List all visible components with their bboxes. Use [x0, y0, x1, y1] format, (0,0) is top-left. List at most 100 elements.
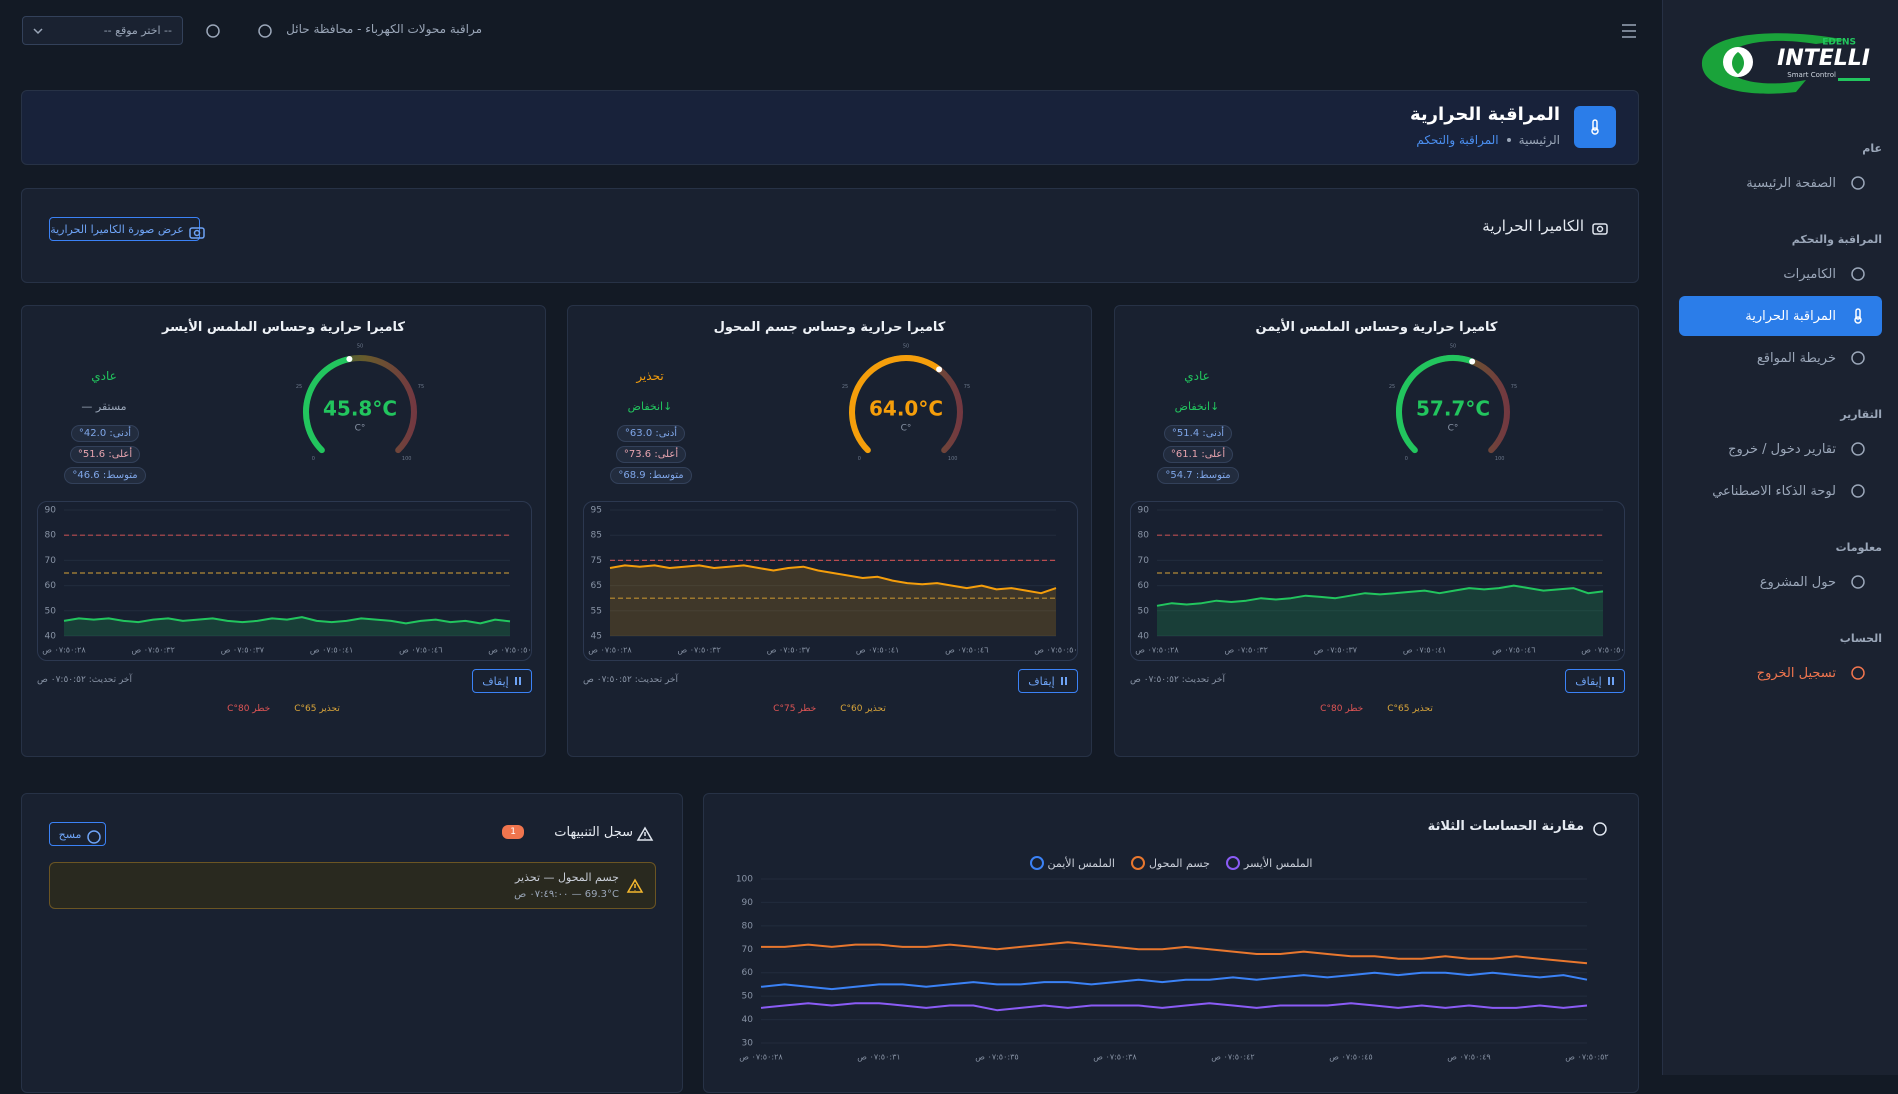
- y-tick-label: 100: [736, 875, 753, 885]
- gauge-value-arc: [303, 356, 353, 454]
- x-tick-label: ٠٧:٥٠:٤١ ص: [856, 646, 899, 655]
- camera-card: الكاميرا الحرارية عرض صورة الكاميرا الحرا…: [21, 188, 1639, 283]
- gauge-tick-label: 100: [948, 456, 958, 462]
- nav-item[interactable]: حول المشروع: [1679, 562, 1882, 602]
- menu-toggle[interactable]: [1621, 24, 1637, 38]
- camera-title: الكاميرا الحرارية: [1482, 217, 1584, 235]
- x-tick-label: ٠٧:٥٠:٣٧ ص: [767, 646, 811, 655]
- stat-chip: أدنى: 51.4°: [1163, 425, 1233, 442]
- gauge-tick-label: 50: [903, 344, 909, 350]
- icon: [87, 830, 102, 844]
- y-tick-label: 50: [1138, 606, 1150, 616]
- y-tick-label: 80: [45, 531, 57, 541]
- sensor-trend: ↓انخفاض: [627, 400, 673, 413]
- x-tick-label: ٠٧:٥٠:٥٠ ص: [1034, 646, 1077, 655]
- chart-frame: 40 50 60 70 80 90 ٠٧:٥٠:٢٨ ص ٠٧:٥٠:٣٢ ص ٠٧:٥٠:٣٧…: [1130, 501, 1625, 661]
- nav-item[interactable]: تقارير دخول / خروج: [1679, 429, 1882, 469]
- line-chart: 40 50 60 70 80 90 ٠٧:٥٠:٢٨ ص ٠٧:٥٠:٣٢ ص ٠٧:٥٠:٣٧…: [42, 506, 531, 655]
- line-chart: 45 55 65 75 85 95 ٠٧:٥٠:٢٨ ص ٠٧:٥٠:٣٢ ص ٠٧:٥٠:٣٧…: [588, 506, 1077, 655]
- legend-circle: [1029, 856, 1044, 870]
- gauge-tick-label: 50: [1450, 344, 1456, 350]
- x-tick-label: ٠٧:٥٠:٥٠ ص: [488, 646, 531, 655]
- series-line: [1156, 584, 1604, 607]
- chevron: [33, 27, 43, 34]
- icon: [258, 24, 272, 38]
- icon-shape: [1596, 225, 1604, 233]
- y-tick-label: 75: [591, 556, 602, 566]
- sensor-trend: مستقر —: [81, 400, 127, 413]
- threshold-label: خطر 75°C: [773, 704, 817, 714]
- sensor-trend: ↓انخفاض: [1174, 400, 1220, 413]
- icon-shape: [87, 830, 102, 844]
- logo-tagline: Smart Control: [1787, 71, 1836, 79]
- icon: [626, 878, 644, 893]
- gauge-unit: C°: [901, 424, 912, 434]
- last-update: آخر تحديث: ٠٧:٥٠:٥٢ ص: [1130, 675, 1225, 685]
- chart-frame: 40 50 60 70 80 90 ٠٧:٥٠:٢٨ ص ٠٧:٥٠:٣٢ ص ٠٧:٥٠:٣٧…: [37, 501, 532, 661]
- stop-button[interactable]: إيقاف: [472, 669, 532, 693]
- icon-shape: [1855, 308, 1861, 320]
- nav-item[interactable]: خريطة المواقع: [1679, 338, 1882, 378]
- pause-bar: [514, 677, 517, 685]
- stop-button[interactable]: إيقاف: [1018, 669, 1078, 693]
- stat-chips: أدنى: 63.0° أعلى: 73.6° متوسط: 68.9°: [576, 423, 726, 486]
- pause-bar: [1060, 677, 1063, 685]
- comparison-title: مقارنة الحساسات الثلاثة: [1427, 819, 1584, 834]
- gauge-needle-dot: [346, 356, 353, 363]
- select-placeholder: -- اختر موقع --: [103, 24, 172, 37]
- icon-shape: [1851, 351, 1865, 365]
- pause-bar: [518, 677, 521, 685]
- stat-chip: متوسط: 54.7°: [1157, 467, 1239, 484]
- last-update: آخر تحديث: ٠٧:٥٠:٥٢ ص: [37, 675, 132, 685]
- stop-button[interactable]: إيقاف: [1565, 669, 1625, 693]
- stop-label: إيقاف: [1575, 674, 1602, 688]
- icon-shape: [1851, 575, 1865, 589]
- nav-section-title: عام: [1862, 142, 1882, 155]
- sensor-title: كاميرا حرارية وحساس جسم المحول: [713, 320, 946, 335]
- icon: [1851, 666, 1865, 680]
- logo-sub: EDENS: [1822, 38, 1856, 48]
- series-line: [609, 564, 1057, 595]
- nav-item[interactable]: المراقبة الحرارية: [1679, 296, 1882, 336]
- icon: [1851, 351, 1865, 365]
- x-tick-label: ٠٧:٥٠:٢٨ ص: [1135, 646, 1179, 655]
- logo-bar: [1838, 78, 1870, 81]
- series-line: [63, 616, 511, 625]
- icon: [1591, 119, 1599, 135]
- threshold-label: تحذير 60°C: [840, 704, 886, 714]
- stat-chip: متوسط: 68.9°: [610, 467, 692, 484]
- location-select[interactable]: -- اختر موقع --: [22, 16, 183, 45]
- legend-swatch: [1130, 856, 1145, 870]
- y-tick-label: 40: [1138, 632, 1150, 642]
- gauge: 0 25 50 75 100 64.0°C C°: [842, 344, 970, 463]
- x-tick-label: ٠٧:٥٠:٤٢ ص: [1211, 1053, 1254, 1062]
- legend-swatch: [1029, 856, 1044, 870]
- camera-button[interactable]: عرض صورة الكاميرا الحرارية: [49, 217, 205, 241]
- nav-item[interactable]: الصفحة الرئيسية: [1679, 163, 1882, 203]
- legend-item: جسم المحول: [1130, 856, 1210, 870]
- nav-label: تقارير دخول / خروج: [1728, 441, 1836, 457]
- gauge-tick-label: 50: [357, 344, 363, 350]
- nav-section-title: معلومات: [1835, 541, 1882, 554]
- nav-item[interactable]: تسجيل الخروج: [1679, 653, 1882, 693]
- y-tick-label: 40: [742, 1015, 754, 1025]
- breadcrumb-item[interactable]: الرئيسية: [1518, 133, 1560, 147]
- stat-chip: أدنى: 42.0°: [70, 425, 140, 442]
- icon-shape: [258, 24, 272, 38]
- icon-shape: [1851, 267, 1865, 281]
- icon-shape: [1851, 666, 1865, 680]
- nav-item[interactable]: الكاميرات: [1679, 254, 1882, 294]
- nav-item[interactable]: لوحة الذكاء الاصطناعي: [1679, 471, 1882, 511]
- stop-label: إيقاف: [482, 674, 509, 688]
- icon: [189, 227, 205, 239]
- gauge-tick-label: 0: [1405, 456, 1408, 462]
- series-area: [610, 565, 1056, 636]
- camera-button-label: عرض صورة الكاميرا الحرارية: [50, 222, 184, 236]
- x-tick-label: ٠٧:٥٠:٣٧ ص: [1314, 646, 1358, 655]
- x-tick-label: ٠٧:٥٠:٤١ ص: [310, 646, 353, 655]
- alerts-title: سجل التنبيهات: [554, 825, 633, 840]
- icon: [1592, 223, 1608, 235]
- main-area: مراقبة محولات الكهرباء - محافظة حائل -- ا…: [21, 16, 1639, 1093]
- clear-button[interactable]: مسح: [49, 822, 106, 846]
